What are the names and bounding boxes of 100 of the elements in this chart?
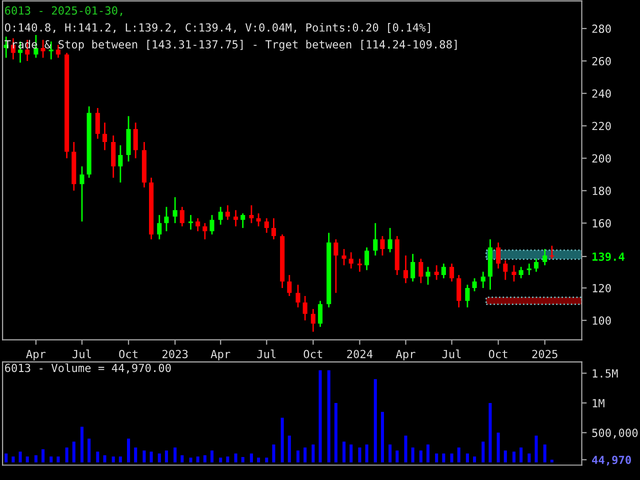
- x-tick-label: Oct: [119, 350, 138, 358]
- candlestick: [434, 264, 439, 281]
- bar: [189, 458, 192, 462]
- candlestick: [102, 122, 108, 151]
- bar: [4, 453, 8, 462]
- bar: [374, 379, 377, 462]
- bar: [127, 438, 130, 462]
- candlestick: [56, 44, 60, 58]
- bar: [42, 449, 45, 462]
- candlestick: [196, 218, 200, 232]
- bar: [180, 455, 184, 462]
- bar: [466, 453, 469, 462]
- bar: [543, 444, 546, 462]
- candlestick: [80, 166, 84, 222]
- bar: [442, 453, 446, 462]
- bar: [150, 452, 153, 462]
- candlestick: [240, 212, 246, 229]
- y-tick-label: 139.4: [592, 252, 624, 261]
- bar: [488, 402, 492, 462]
- y-tick-label: 180: [592, 186, 611, 196]
- bar: [257, 458, 260, 462]
- bar: [234, 453, 238, 462]
- candlestick: [410, 253, 416, 282]
- bar: [174, 448, 177, 462]
- candlestick: [172, 196, 178, 224]
- candlestick: [512, 264, 516, 282]
- text: O:140.8, H:141.2, L:139.2, C:139.4, V:0.04M, Points:0.20 [0.14%]: [4, 23, 430, 34]
- bar: [265, 458, 268, 462]
- y-tick-label: 280: [592, 24, 611, 33]
- x-tick-label: Apr: [210, 350, 230, 360]
- bar: [26, 456, 29, 462]
- candlestick: [164, 206, 169, 232]
- candlestick: [357, 258, 362, 272]
- bar: [210, 450, 214, 462]
- bar: [226, 456, 230, 462]
- bar: [550, 460, 554, 462]
- bar: [496, 432, 500, 462]
- bar: [56, 456, 60, 462]
- bar: [482, 442, 485, 462]
- y-tick-label: 500,000: [592, 428, 638, 438]
- bar: [118, 456, 122, 462]
- bar: [80, 426, 84, 462]
- candlestick: [233, 209, 238, 228]
- x-tick-label: Oct: [488, 350, 508, 358]
- bar: [164, 450, 168, 462]
- bar: [426, 444, 430, 462]
- candlestick: [441, 262, 446, 279]
- bar: [288, 436, 291, 462]
- bar: [112, 456, 115, 462]
- candlestick: [550, 245, 554, 260]
- y-tick-label: 44,970: [592, 456, 631, 466]
- candlestick: [426, 266, 430, 286]
- x-tick-label: Oct: [304, 350, 322, 358]
- bar: [304, 448, 307, 462]
- bar: [365, 444, 368, 462]
- candlestick: [388, 227, 392, 253]
- bar: [196, 456, 200, 462]
- bar: [158, 453, 161, 462]
- y-tick-label: 1M: [592, 399, 604, 408]
- bar: [203, 455, 206, 462]
- bar: [504, 450, 507, 462]
- candlestick: [318, 300, 323, 328]
- candlestick: [249, 204, 254, 224]
- bar: [134, 448, 138, 462]
- bar: [404, 436, 408, 462]
- bar: [327, 370, 330, 462]
- bar: [528, 453, 531, 462]
- candlestick: [342, 248, 346, 266]
- bar: [450, 453, 454, 462]
- candlestick: [225, 204, 230, 221]
- candlestick: [296, 284, 300, 308]
- y-tick-label: 160: [592, 219, 611, 228]
- bar: [142, 450, 146, 462]
- candlestick: [534, 258, 539, 272]
- bar: [103, 455, 106, 462]
- bar: [520, 448, 523, 462]
- candlestick: [449, 262, 454, 282]
- candlestick: [310, 308, 316, 332]
- candlestick: [256, 212, 261, 228]
- bar: [342, 442, 346, 462]
- y-tick-label: 1.5M: [592, 369, 618, 378]
- bar: [219, 458, 222, 462]
- bar: [334, 402, 338, 462]
- candlestick: [95, 107, 100, 140]
- y-tick-label: 200: [592, 154, 611, 163]
- bar: [12, 456, 15, 462]
- bar: [65, 448, 68, 462]
- bar: [72, 442, 76, 462]
- y-tick-label: 100: [592, 316, 611, 325]
- x-tick-label: Apr: [26, 350, 46, 360]
- x-tick-label: 2023: [162, 350, 188, 358]
- candlestick: [287, 274, 292, 297]
- bar: [18, 452, 22, 462]
- candlestick: [518, 266, 524, 279]
- candlestick: [364, 246, 370, 271]
- candlestick: [202, 222, 208, 240]
- candlestick: [302, 295, 308, 322]
- bar: [312, 444, 315, 462]
- x-tick-label: Apr: [396, 350, 416, 360]
- candlestick: [373, 222, 378, 256]
